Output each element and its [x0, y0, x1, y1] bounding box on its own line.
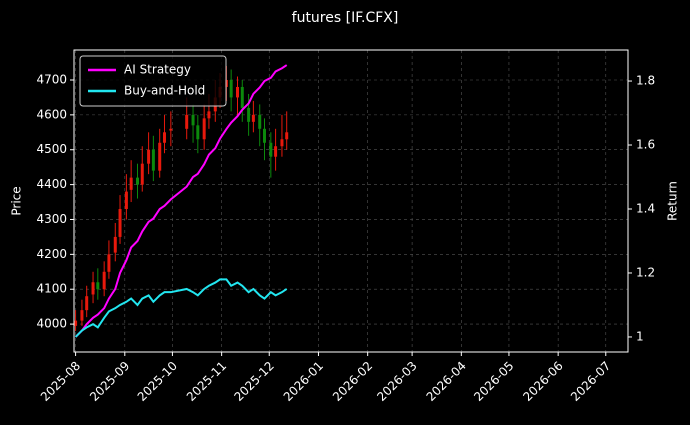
candle-body: [102, 271, 106, 290]
candle-body: [158, 142, 162, 171]
candle-body: [262, 128, 266, 143]
candle-body: [91, 282, 95, 295]
candle-body: [107, 254, 111, 272]
candle-body: [202, 118, 206, 140]
return-line: [74, 64, 288, 338]
candle-body: [247, 107, 251, 122]
candle-body: [151, 149, 155, 171]
legend-box: [79, 55, 227, 107]
candle-body: [113, 236, 117, 253]
y-tick-label: 4600: [36, 107, 67, 121]
candle-body: [147, 149, 151, 164]
candle-body: [185, 114, 189, 129]
plot-frame: [73, 49, 629, 353]
candle-body: [258, 114, 262, 129]
y2-tick-label: 1.4: [636, 201, 655, 215]
candle-body: [129, 177, 133, 190]
candle-body: [285, 132, 289, 140]
candle-body: [124, 191, 128, 210]
y-tick-label: 4200: [36, 247, 67, 261]
legend-label: AI Strategy: [124, 63, 191, 77]
candle-body: [240, 86, 244, 108]
candle-body: [251, 114, 255, 122]
y-tick-label: 4100: [36, 282, 67, 296]
candle-body: [80, 310, 84, 321]
return-line: [74, 278, 288, 338]
candle-body: [118, 209, 122, 237]
candle-body: [274, 146, 278, 157]
y-tick-label: 4500: [36, 142, 67, 156]
candle-body: [74, 320, 78, 326]
legend-label: Buy-and-Hold: [124, 84, 205, 98]
chart-title: futures [IF.CFX]: [292, 10, 399, 26]
candle-body: [162, 132, 166, 143]
y-axis-label: Price: [10, 186, 24, 215]
candle-body: [85, 296, 89, 311]
candle-body: [207, 111, 211, 119]
y2-tick-label: 1.6: [636, 138, 655, 152]
candle-body: [236, 86, 240, 98]
candle-body: [135, 177, 139, 185]
candle-body: [191, 114, 195, 126]
y2-tick-label: 1.8: [636, 74, 655, 88]
y2-axis-label: Return: [666, 181, 680, 221]
candle-body: [196, 125, 200, 140]
y-tick-label: 4400: [36, 177, 67, 191]
candle-body: [169, 128, 173, 131]
y2-tick-label: 1: [636, 329, 644, 343]
candle-body: [229, 79, 233, 98]
candle-body: [280, 139, 284, 147]
y-tick-label: 4300: [36, 212, 67, 226]
y-tick-label: 4700: [36, 72, 67, 86]
candle-body: [269, 142, 273, 157]
candle-body: [140, 163, 144, 185]
y-tick-label: 4000: [36, 317, 67, 331]
y2-tick-label: 1.2: [636, 265, 655, 279]
candle-body: [96, 282, 100, 290]
